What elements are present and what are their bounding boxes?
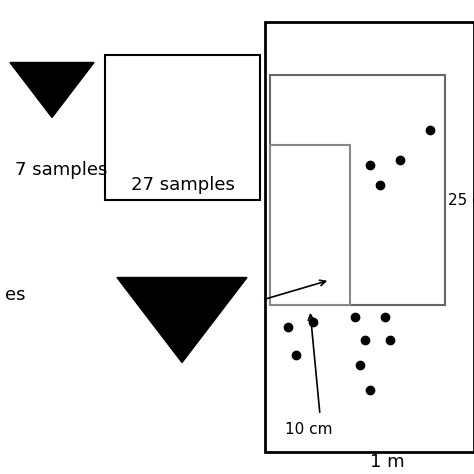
- Bar: [265, 22, 474, 452]
- Polygon shape: [10, 63, 94, 118]
- Bar: [270, 75, 445, 305]
- Text: 25 c: 25 c: [448, 192, 474, 208]
- Text: 27 samples: 27 samples: [131, 176, 235, 194]
- Bar: [270, 145, 350, 305]
- Text: 10 cm: 10 cm: [285, 422, 332, 438]
- Text: es: es: [5, 286, 26, 304]
- Text: 1 m: 1 m: [370, 453, 405, 471]
- Text: 7 samples: 7 samples: [15, 161, 108, 179]
- Bar: [105, 55, 260, 200]
- Polygon shape: [117, 277, 247, 363]
